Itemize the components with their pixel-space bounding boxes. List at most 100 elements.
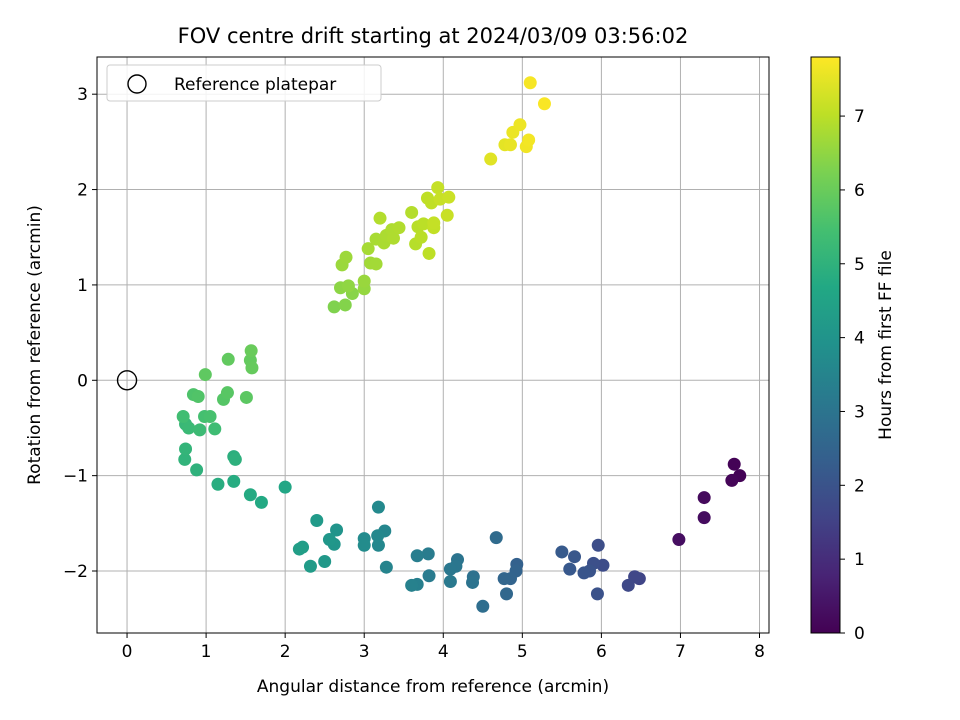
scatter-point [405,578,419,592]
colorbar: 0 1 2 3 4 5 6 7 Hours from first FF file [810,56,896,644]
scatter-point [179,442,193,456]
scatter-point [725,473,739,487]
x-tick-label: 3 [359,642,370,662]
x-tick-label: 8 [754,642,765,662]
y-tick-label: 2 [77,181,88,201]
scatter-point [211,477,225,491]
y-tick-label: 3 [77,85,88,105]
scatter-point [476,599,490,613]
scatter-point [537,97,551,111]
y-tick-label: −2 [63,562,88,582]
colorbar-tick-label: 5 [854,255,865,275]
scatter-point [322,533,336,547]
scatter-point [443,562,457,576]
scatter-point [697,491,711,505]
plot-frame [97,57,769,633]
scatter-point [523,76,537,90]
x-tick-label: 6 [596,642,607,662]
scatter-point [338,298,352,312]
scatter-point [292,542,306,556]
scatter-point [410,549,424,563]
scatter-point [500,587,514,601]
legend: Reference platepar [106,64,382,102]
scatter-point [357,274,371,288]
scatter-point [220,386,234,400]
scatter-point [176,410,190,424]
scatter-point [198,368,212,382]
scatter-point [191,389,205,403]
scatter-point [392,221,406,235]
scatter-point [228,452,242,466]
scatter-point [489,531,503,545]
scatter-point [244,344,258,358]
scatter-point [303,559,317,573]
scatter-point [369,257,383,271]
chart-title: FOV centre drift starting at 2024/03/09 … [178,24,689,48]
scatter-point [442,190,456,204]
scatter-point [513,118,527,132]
scatter-point [697,511,711,525]
scatter-point [227,474,241,488]
scatter-point [221,352,235,366]
x-tick-label: 2 [280,642,291,662]
scatter-point [568,550,582,564]
x-axis-ticks: 0 1 2 3 4 5 6 7 8 [122,633,765,662]
scatter-point [422,569,436,583]
scatter-point [330,523,344,537]
scatter-point [414,230,428,244]
scatter-point [431,181,445,195]
scatter-point [727,457,741,471]
scatter-point [577,566,591,580]
scatter-point [503,138,517,152]
scatter-point [190,463,204,477]
scatter-point [203,410,217,424]
scatter-point [440,208,454,222]
scatter-point [621,578,635,592]
scatter-point [427,216,441,230]
scatter-point [563,562,577,576]
scatter-point [484,152,498,166]
scatter-point [178,452,192,466]
data-points [116,76,747,613]
scatter-point [371,538,385,552]
scatter-point [417,217,431,231]
plot-border [96,56,770,634]
reference-platepar-marker [116,370,138,391]
scatter-point [254,495,268,509]
scatter-point [466,575,480,589]
scatter-point [245,361,259,375]
colorbar-tick-label: 3 [854,402,865,422]
scatter-point [371,529,385,543]
x-tick-label: 4 [438,642,449,662]
scatter-point [327,300,341,314]
x-tick-label: 1 [201,642,212,662]
y-axis-label: Rotation from reference (arcmin) [25,205,45,485]
colorbar-label: Hours from first FF file [876,250,896,440]
scatter-point [239,390,253,404]
colorbar-gradient [810,56,841,634]
scatter-point [497,572,511,586]
x-tick-label: 7 [675,642,686,662]
colorbar-tick-label: 1 [854,550,865,570]
scatter-point [379,560,393,574]
scatter-point [373,211,387,225]
scatter-point [421,547,435,561]
scatter-point [243,488,257,502]
x-tick-label: 5 [517,642,528,662]
colorbar-tick-label: 0 [854,624,865,644]
scatter-point [278,480,292,494]
colorbar-tick-label: 2 [854,476,865,496]
scatter-point [386,231,400,245]
plot-area: 0 1 2 3 4 5 6 7 8 −2 −1 0 1 2 3 [63,56,770,662]
colorbar-tick-label: 6 [854,181,865,201]
legend-entry: Reference platepar [174,75,336,95]
scatter-point [310,513,324,527]
scatter-point [591,538,605,552]
scatter-point [361,242,375,256]
x-axis-label: Angular distance from reference (arcmin) [257,677,609,697]
scatter-point [555,545,569,559]
scatter-point [193,423,207,437]
scatter-point [590,587,604,601]
scatter-point [422,246,436,260]
